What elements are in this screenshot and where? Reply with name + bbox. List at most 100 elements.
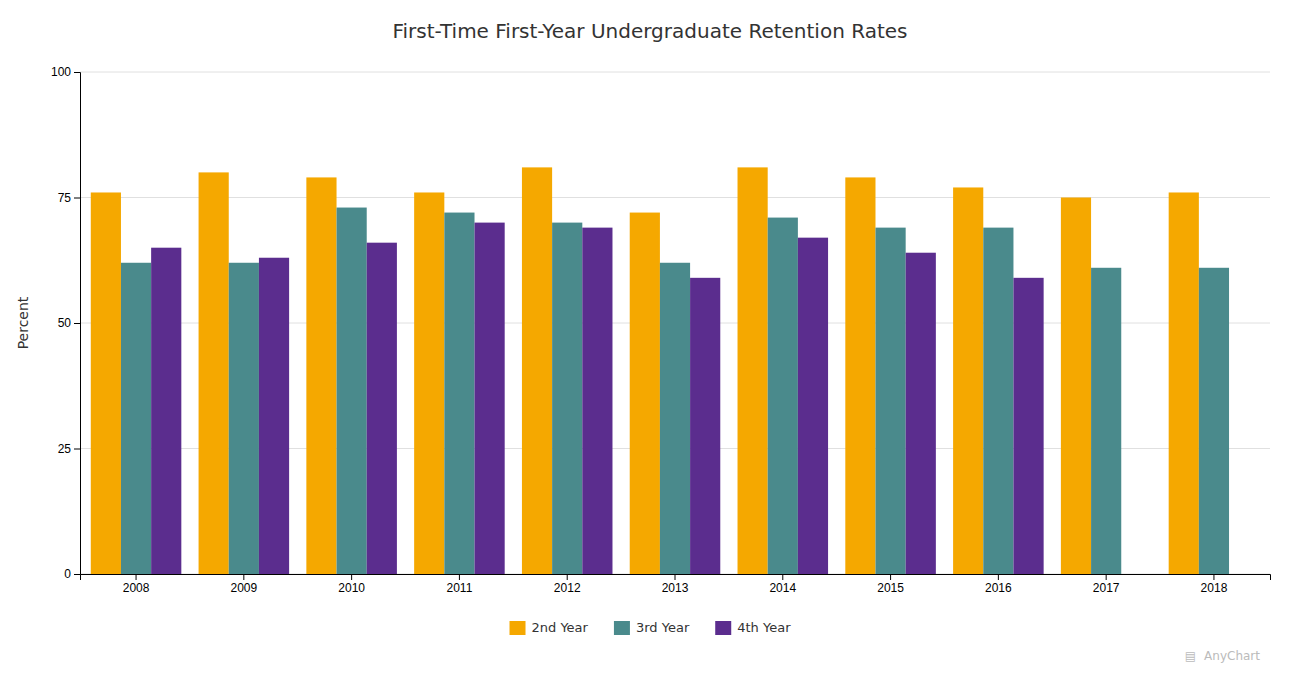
x-tick-mark [890, 574, 891, 580]
x-tick-label: 2013 [662, 581, 689, 595]
y-tick-mark [74, 323, 80, 324]
x-axis-line [81, 575, 1271, 581]
y-tick: 50 [58, 316, 80, 330]
grid-line [80, 197, 1270, 198]
x-tick: 2012 [554, 574, 581, 595]
y-tick: 75 [58, 191, 80, 205]
x-tick-label: 2012 [554, 581, 581, 595]
chart-svg: First-Time First-Year Undergraduate Rete… [0, 0, 1300, 674]
x-tick-mark [998, 574, 999, 580]
legend-swatch [715, 621, 731, 635]
legend-label: 3rd Year [636, 620, 690, 635]
x-tick: 2008 [123, 574, 150, 595]
x-tick: 2014 [769, 574, 796, 595]
x-tick-label: 2016 [985, 581, 1012, 595]
bar [414, 192, 444, 574]
bar [768, 218, 798, 574]
legend-swatch [510, 621, 526, 635]
grid-line [80, 72, 1270, 73]
bar [229, 263, 259, 574]
y-tick-label: 75 [58, 191, 72, 205]
bar-series [91, 167, 1199, 574]
grid [80, 72, 1270, 574]
x-tick-mark [243, 574, 244, 580]
bar [151, 248, 181, 574]
bar [660, 263, 690, 574]
x-tick: 2015 [877, 574, 904, 595]
bar [983, 228, 1013, 574]
bar [1061, 198, 1091, 575]
bars [91, 167, 1229, 574]
chart-container: First-Time First-Year Undergraduate Rete… [0, 0, 1300, 674]
bar [875, 228, 905, 574]
chart-title: First-Time First-Year Undergraduate Rete… [393, 19, 908, 43]
y-tick-label: 0 [64, 567, 71, 581]
x-tick-label: 2017 [1093, 581, 1120, 595]
y-tick-mark [74, 198, 80, 199]
plot-area: 0255075100200820092010201120122013201420… [51, 65, 1271, 594]
legend-item: 3rd Year [614, 620, 690, 635]
bar [1169, 192, 1199, 574]
x-tick-mark [1106, 574, 1107, 580]
bar [906, 253, 936, 574]
bar [444, 213, 474, 574]
y-tick-mark [74, 449, 80, 450]
bar [552, 223, 582, 574]
y-tick: 0 [64, 567, 80, 581]
bar [199, 172, 229, 574]
bar [259, 258, 289, 574]
bar [337, 208, 367, 574]
x-tick-mark [1213, 574, 1214, 580]
x-tick-mark [459, 574, 460, 580]
bar [121, 263, 151, 574]
bar [798, 238, 828, 574]
legend-label: 4th Year [737, 620, 791, 635]
y-tick: 25 [58, 442, 80, 456]
x-tick: 2010 [338, 574, 365, 595]
bar [630, 213, 660, 574]
x-tick-label: 2018 [1201, 581, 1228, 595]
y-tick-label: 100 [51, 65, 71, 79]
bar [1199, 268, 1229, 574]
bar [1091, 268, 1121, 574]
x-tick-label: 2011 [447, 581, 473, 595]
bar [306, 177, 336, 574]
x-tick-label: 2008 [123, 581, 150, 595]
x-tick-label: 2014 [769, 581, 796, 595]
y-tick-mark [74, 574, 80, 575]
x-tick: 2013 [662, 574, 689, 595]
x-axis: 2008 2009 2010 2011 2012 2013 2014 2015 2016 2017… [81, 574, 1271, 595]
y-tick-label: 50 [58, 316, 72, 330]
x-tick: 2018 [1201, 574, 1228, 595]
x-tick: 2011 [447, 574, 473, 595]
bar-series [121, 208, 1229, 574]
bar [845, 177, 875, 574]
x-tick: 2009 [230, 574, 257, 595]
legend: 2nd Year 3rd Year 4th Year [510, 620, 792, 635]
annotation: ▤ [1185, 649, 1196, 663]
x-tick-mark [136, 574, 137, 580]
bar [475, 223, 505, 574]
x-tick-mark [351, 574, 352, 580]
x-tick-mark [782, 574, 783, 580]
bar [582, 228, 612, 574]
x-tick: 2017 [1093, 574, 1120, 595]
legend-item: 4th Year [715, 620, 791, 635]
bar-series [151, 223, 1044, 574]
y-tick: 100 [51, 65, 80, 79]
bar [91, 192, 121, 574]
annotations: AnyChart ▤ [1185, 649, 1261, 663]
bar [738, 167, 768, 574]
x-tick-mark [675, 574, 676, 580]
bar [690, 278, 720, 574]
bar [367, 243, 397, 574]
y-axis-line [74, 73, 81, 575]
legend-label: 2nd Year [532, 620, 589, 635]
y-axis: 0 25 50 75 100 [51, 65, 81, 581]
x-tick-label: 2009 [230, 581, 257, 595]
y-tick-mark [74, 72, 80, 73]
legend-item: 2nd Year [510, 620, 589, 635]
annotation: AnyChart [1204, 649, 1260, 663]
legend-swatch [614, 621, 630, 635]
bar [1013, 278, 1043, 574]
